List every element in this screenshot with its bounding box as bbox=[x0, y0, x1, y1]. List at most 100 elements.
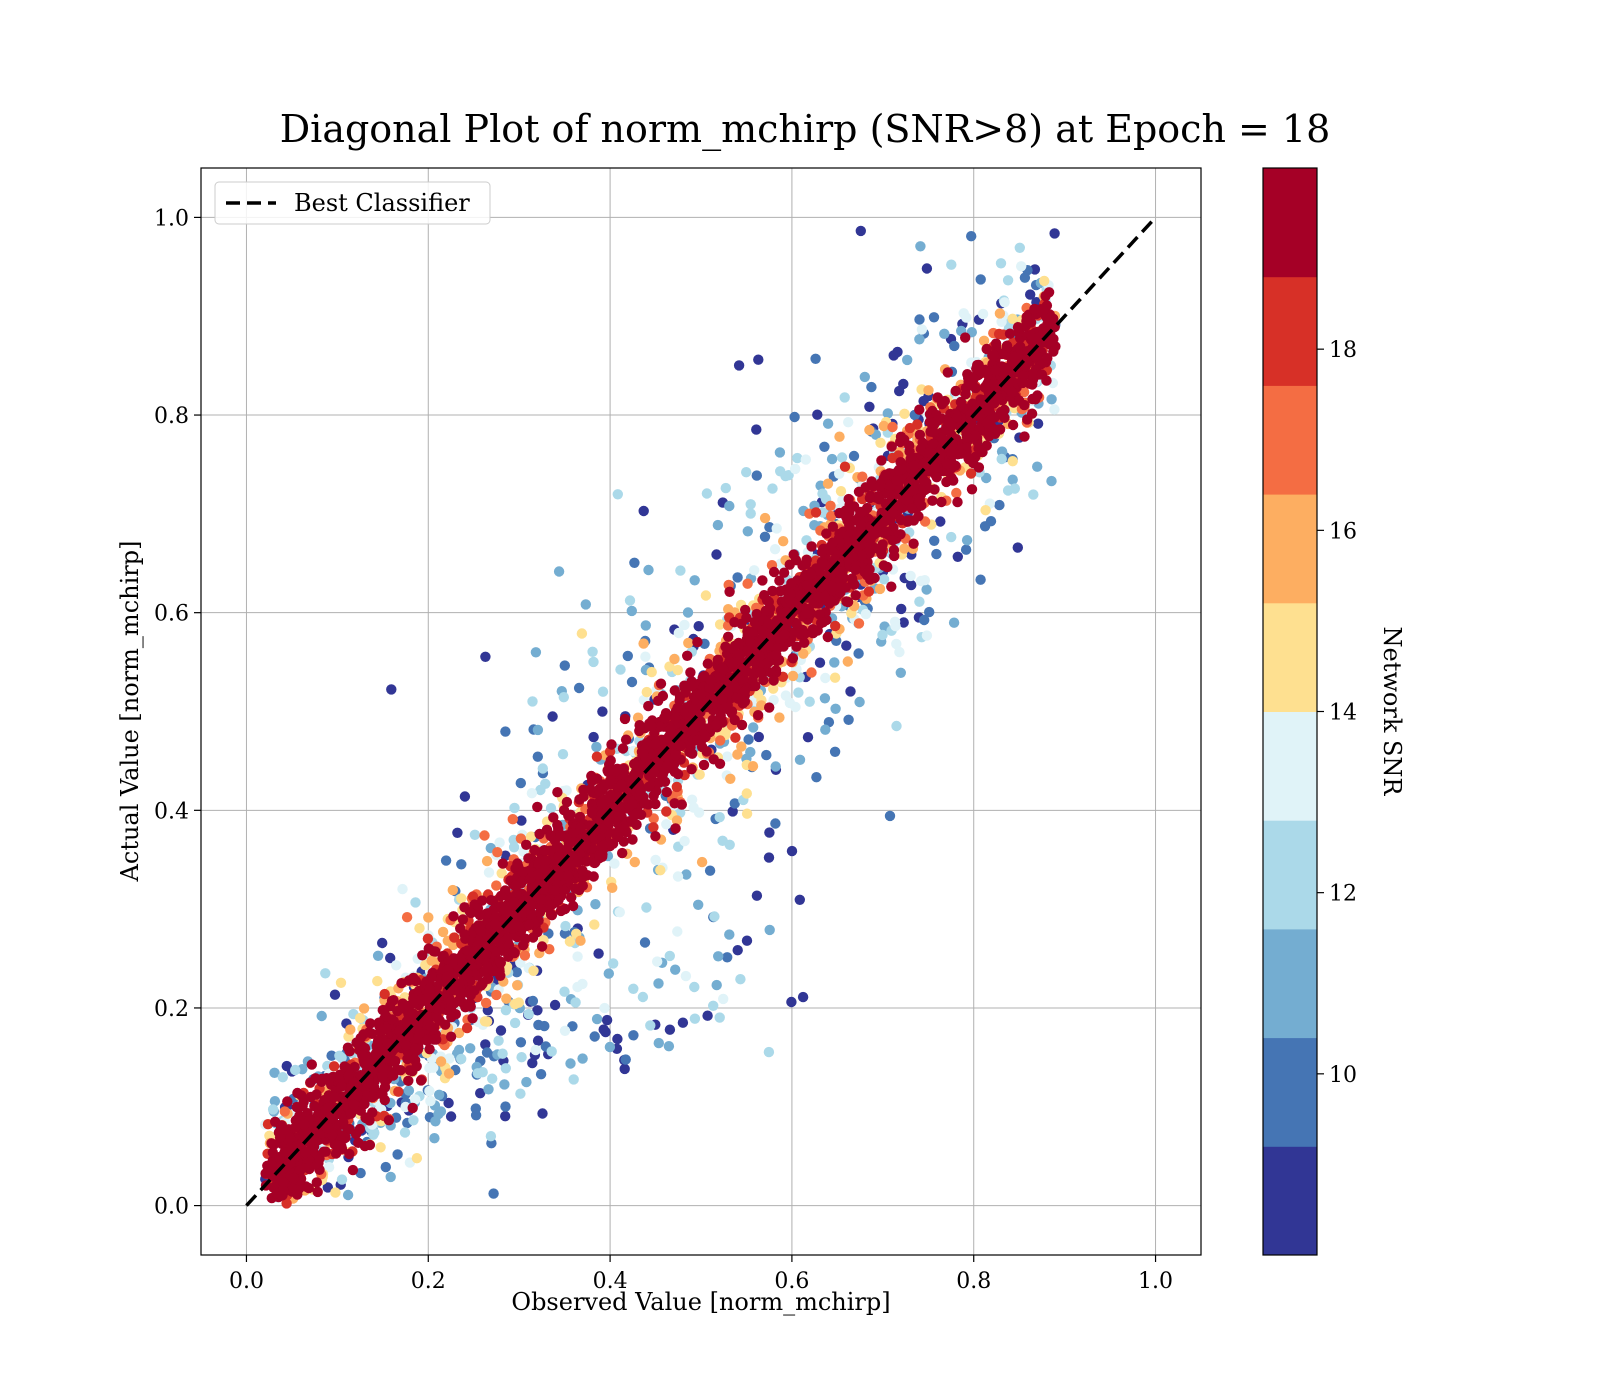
scatter-point bbox=[1012, 322, 1024, 333]
scatter-point bbox=[485, 895, 497, 906]
scatter-point bbox=[1014, 242, 1025, 253]
scatter-point bbox=[508, 842, 520, 853]
scatter-point bbox=[322, 1182, 333, 1193]
scatter-point bbox=[995, 258, 1007, 269]
scatter-point bbox=[784, 559, 795, 570]
scatter-point bbox=[974, 445, 985, 456]
scatter-point bbox=[895, 431, 907, 442]
scatter-point bbox=[670, 823, 681, 834]
scatter-point bbox=[756, 700, 767, 711]
scatter-point bbox=[424, 1062, 435, 1074]
scatter-point bbox=[826, 453, 838, 465]
scatter-point bbox=[789, 411, 800, 423]
scatter-point bbox=[516, 815, 527, 826]
scatter-point bbox=[588, 656, 599, 668]
scatter-point bbox=[805, 568, 817, 580]
scatter-point bbox=[664, 661, 675, 672]
scatter-point bbox=[608, 958, 619, 969]
scatter-point bbox=[480, 1039, 491, 1050]
scatter-point bbox=[894, 646, 905, 658]
scatter-point bbox=[500, 1063, 511, 1074]
scatter-point bbox=[370, 1048, 382, 1059]
scatter-point bbox=[378, 1046, 390, 1058]
scatter-point bbox=[561, 796, 573, 808]
scatter-point bbox=[422, 933, 434, 944]
scatter-point bbox=[841, 511, 852, 523]
scatter-point bbox=[410, 1094, 421, 1105]
scatter-point bbox=[496, 868, 507, 879]
scatter-point bbox=[534, 828, 545, 840]
scatter-point bbox=[990, 338, 1002, 349]
scatter-point bbox=[891, 638, 902, 650]
scatter-point bbox=[414, 923, 425, 934]
scatter-point bbox=[741, 935, 753, 946]
scatter-point bbox=[714, 619, 726, 630]
scatter-point bbox=[335, 977, 347, 988]
scatter-point bbox=[875, 437, 886, 448]
scatter-point bbox=[653, 695, 664, 706]
scatter-point bbox=[577, 978, 588, 990]
scatter-point bbox=[994, 499, 1005, 511]
scatter-point bbox=[344, 1123, 355, 1135]
scatter-point bbox=[695, 689, 706, 700]
scatter-point bbox=[288, 1172, 299, 1184]
scatter-point bbox=[794, 754, 806, 765]
scatter-point bbox=[714, 758, 726, 769]
scatter-point bbox=[581, 856, 592, 867]
scatter-point bbox=[637, 991, 649, 1003]
scatter-point bbox=[887, 535, 898, 546]
scatter-point bbox=[553, 566, 565, 577]
scatter-point bbox=[829, 657, 840, 668]
scatter-point bbox=[679, 619, 690, 631]
scatter-point bbox=[670, 749, 681, 761]
scatter-point bbox=[590, 899, 601, 910]
scatter-point bbox=[345, 1024, 356, 1035]
scatter-point bbox=[763, 852, 775, 863]
scatter-point bbox=[891, 720, 902, 732]
scatter-point bbox=[1007, 419, 1019, 431]
scatter-point bbox=[570, 997, 581, 1008]
scatter-point bbox=[655, 865, 666, 876]
scatter-point bbox=[914, 404, 925, 415]
scatter-point bbox=[937, 433, 949, 445]
scatter-point bbox=[1012, 542, 1023, 553]
scatter-point bbox=[661, 819, 672, 830]
scatter-point bbox=[768, 683, 779, 694]
scatter-point bbox=[591, 751, 603, 762]
scatter-point bbox=[661, 786, 672, 798]
scatter-point bbox=[1028, 489, 1039, 500]
scatter-point bbox=[767, 483, 778, 494]
scatter-point bbox=[277, 1072, 288, 1083]
scatter-point bbox=[557, 749, 569, 760]
scatter-point bbox=[429, 1133, 440, 1144]
scatter-point bbox=[523, 919, 535, 931]
scatter-point bbox=[467, 891, 479, 902]
scatter-point bbox=[864, 492, 876, 504]
scatter-point bbox=[677, 1017, 689, 1028]
scatter-point bbox=[540, 778, 551, 789]
scatter-point bbox=[680, 970, 692, 982]
scatter-point bbox=[1007, 456, 1018, 467]
scatter-point bbox=[889, 550, 900, 562]
scatter-point bbox=[681, 869, 692, 880]
scatter-point bbox=[279, 1106, 290, 1117]
scatter-point bbox=[715, 735, 726, 746]
scatter-point bbox=[763, 618, 774, 629]
scatter-point bbox=[739, 685, 751, 697]
scatter-point bbox=[929, 535, 940, 546]
scatter-point bbox=[338, 1117, 349, 1128]
scatter-point bbox=[819, 591, 830, 602]
scatter-point bbox=[654, 721, 666, 732]
scatter-point bbox=[794, 894, 805, 905]
scatter-point bbox=[693, 807, 705, 818]
scatter-point bbox=[814, 609, 825, 620]
scatter-point bbox=[620, 734, 632, 745]
scatter-point bbox=[342, 1042, 354, 1053]
scatter-point bbox=[558, 692, 569, 703]
scatter-point bbox=[585, 784, 596, 795]
scatter-point bbox=[536, 941, 548, 952]
scatter-point bbox=[821, 528, 832, 539]
scatter-point bbox=[470, 1103, 481, 1114]
scatter-point bbox=[835, 486, 847, 497]
scatter-point bbox=[711, 979, 722, 991]
